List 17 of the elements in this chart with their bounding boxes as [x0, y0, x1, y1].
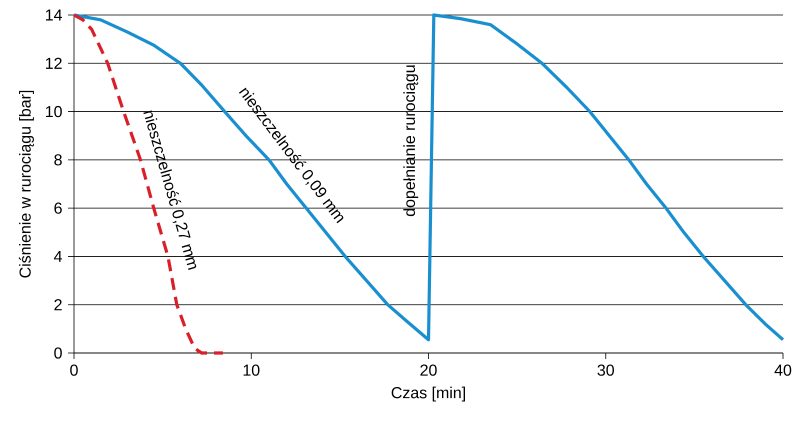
- y-tick-label: 2: [54, 299, 62, 310]
- x-tick-label: 0: [70, 364, 78, 376]
- x-tick-label: 40: [774, 364, 792, 376]
- annotation: dopełnianie rurociągu: [403, 65, 418, 216]
- x-axis-title: Czas [min]: [392, 386, 465, 402]
- x-tick-label: 10: [244, 364, 260, 376]
- line-series: [72, 13, 785, 342]
- y-tick-label: 14: [46, 10, 62, 20]
- y-tick-label: 8: [54, 154, 62, 166]
- y-tick-label: 10: [46, 106, 62, 118]
- y-tick-label: 0: [54, 347, 62, 359]
- y-axis-title: Ciśnienie w rurociągu [bar]: [18, 90, 34, 278]
- x-tick-label: 30: [598, 364, 614, 376]
- x-tick-label: 20: [420, 364, 437, 376]
- y-tick-label: 6: [54, 202, 62, 214]
- y-tick-label: 12: [46, 58, 62, 69]
- y-tick-label: 4: [54, 250, 62, 262]
